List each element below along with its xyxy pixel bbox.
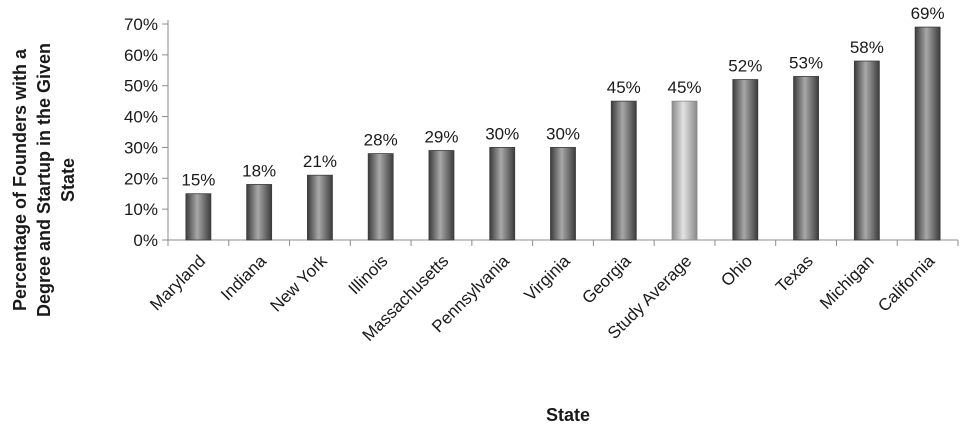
x-tick-label: Maryland (146, 251, 209, 314)
bar (671, 100, 698, 241)
data-label: 30% (546, 124, 580, 143)
y-tick-label: 40% (124, 108, 158, 127)
x-tick-label: Texas (772, 251, 817, 296)
data-labels-group: 15% 18% 21% 28% 29% 30% 30% 45% 45% 52% 53% 58% 69% (181, 4, 944, 190)
bar (185, 193, 212, 241)
data-label: 29% (424, 128, 458, 147)
bar (367, 153, 394, 241)
y-tick-label: 0% (133, 231, 158, 250)
x-axis (167, 239, 959, 246)
bar (610, 100, 637, 241)
data-label: 52% (728, 57, 762, 76)
y-axis: 0% 10% 20% 30% 40% 50% 60% 70% (124, 15, 169, 250)
data-label: 45% (607, 78, 641, 97)
bar (732, 79, 759, 241)
y-axis-title-line: State (58, 158, 78, 202)
y-tick-label: 10% (124, 200, 158, 219)
bar (307, 174, 333, 241)
bar (428, 150, 455, 241)
y-tick-label: 60% (124, 46, 158, 65)
x-tick-label: Illinois (345, 251, 392, 298)
y-axis-title: Percentage of Founders with a Degree and … (10, 43, 78, 317)
x-tick-label: California (874, 251, 939, 316)
x-tick-label: Ohio (717, 251, 756, 290)
data-label: 18% (242, 161, 276, 180)
x-tick-label: New York (267, 251, 332, 316)
data-label: 53% (789, 53, 823, 72)
y-tick-label: 70% (124, 15, 158, 34)
bar (793, 76, 819, 241)
data-label: 15% (181, 171, 215, 190)
data-label: 30% (485, 124, 519, 143)
y-tick-label: 30% (124, 138, 158, 157)
data-label: 21% (303, 152, 337, 171)
x-tick-label: Michigan (816, 251, 878, 313)
y-axis-title-line: Degree and Startup in the Given (34, 43, 54, 317)
data-label: 58% (850, 38, 884, 57)
bar (246, 184, 273, 241)
data-label: 28% (364, 131, 398, 150)
x-axis-title: State (546, 405, 590, 425)
y-tick-label: 50% (124, 77, 158, 96)
bar (914, 26, 941, 241)
bar (550, 147, 576, 241)
bars-group (185, 26, 941, 241)
y-tick-label: 20% (124, 169, 158, 188)
x-tick-label: Virginia (521, 251, 575, 305)
x-tick-label: Indiana (217, 251, 270, 304)
bar (489, 147, 516, 241)
bar (853, 60, 880, 241)
y-axis-title-line: Percentage of Founders with a (10, 48, 30, 311)
x-tick-label: Georgia (578, 251, 635, 308)
data-label: 45% (668, 78, 702, 97)
data-label: 69% (911, 4, 945, 23)
